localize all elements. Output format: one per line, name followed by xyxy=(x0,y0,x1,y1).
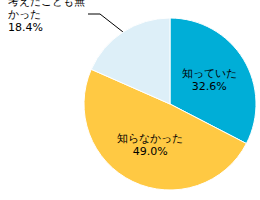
svg-text:かった: かった xyxy=(8,8,41,21)
svg-text:18.4%: 18.4% xyxy=(8,21,43,34)
svg-text:32.6%: 32.6% xyxy=(192,80,227,93)
svg-text:49.0%: 49.0% xyxy=(133,145,168,158)
svg-text:知っていた: 知っていた xyxy=(182,67,237,80)
svg-text:知らなかった: 知らなかった xyxy=(117,132,183,145)
svg-text:考えたことも無: 考えたことも無 xyxy=(8,0,85,8)
